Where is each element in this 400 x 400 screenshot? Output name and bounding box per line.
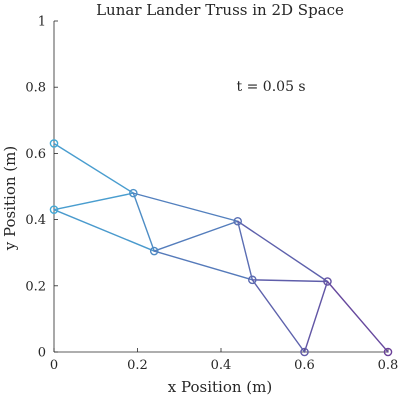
truss-member [303, 280, 329, 353]
truss-nodes [49, 139, 393, 357]
truss-node-marker [300, 347, 309, 357]
truss-member [153, 220, 239, 252]
y-tick-label: 0.8 [25, 81, 46, 96]
truss-node-marker [383, 347, 393, 357]
y-tick-label: 0.4 [25, 213, 46, 228]
truss-member [251, 279, 329, 283]
truss-member [326, 280, 389, 353]
time-annotation: t = 0.05 s [237, 79, 306, 95]
chart-title: Lunar Lander Truss in 2D Space [96, 1, 344, 19]
plot-area: 0 0.2 0.4 0.6 0.8 0 0.2 0.4 0.6 0.8 1 [25, 15, 398, 374]
x-tick-label: 0 [50, 358, 58, 373]
truss-member [132, 192, 155, 252]
x-axis-label: x Position (m) [168, 378, 272, 396]
truss-members [53, 142, 389, 353]
truss-node-marker [129, 188, 138, 198]
y-tick-label: 0.6 [25, 147, 46, 162]
y-tick-label: 0 [38, 346, 46, 361]
x-tick-label: 0.6 [294, 358, 315, 373]
truss-member [236, 220, 329, 283]
x-tick-label: 0.8 [378, 358, 399, 373]
truss-member [251, 279, 306, 353]
truss-node-marker [149, 246, 159, 256]
truss-node-marker [323, 277, 332, 286]
tick-labels: 0 0.2 0.4 0.6 0.8 0 0.2 0.4 0.6 0.8 1 [25, 15, 398, 374]
truss-node-marker [248, 275, 257, 285]
truss-member [53, 142, 135, 194]
truss-member [236, 220, 254, 281]
truss-member [132, 192, 239, 222]
truss-member [153, 250, 254, 281]
x-tick-label: 0.4 [211, 358, 232, 373]
x-tick-label: 0.2 [127, 358, 148, 373]
truss-node-marker [233, 216, 242, 226]
truss-node-marker [49, 205, 59, 214]
truss-member [53, 192, 135, 211]
y-tick-label: 0.2 [25, 279, 46, 294]
truss-node-marker [49, 139, 59, 148]
truss-member [53, 208, 155, 252]
y-tick-label: 1 [38, 15, 46, 30]
y-axis-label: y Position (m) [1, 146, 19, 251]
